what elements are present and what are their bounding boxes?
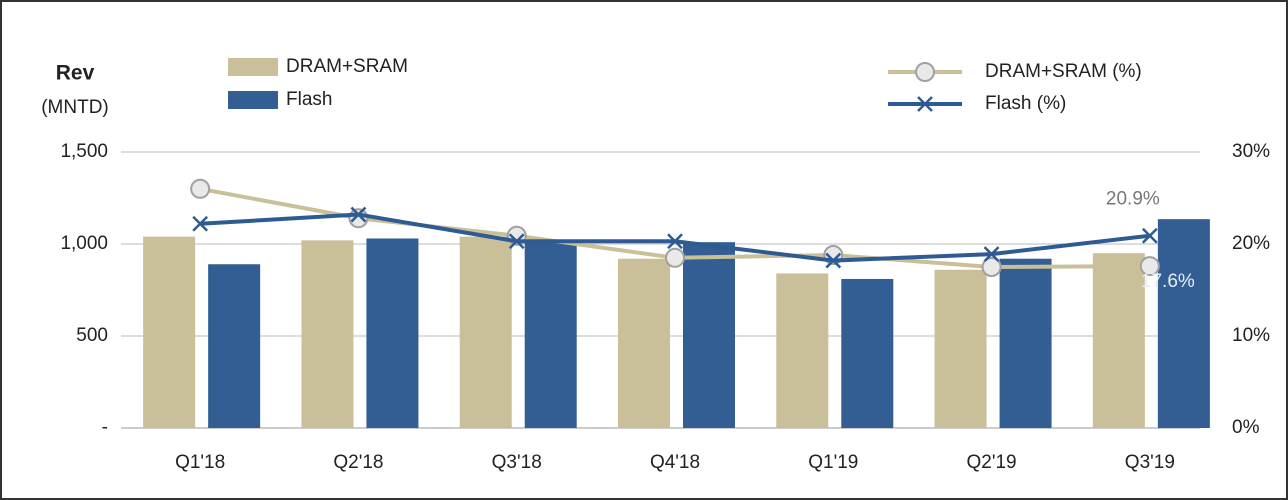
y2-tick-label: 10% bbox=[1232, 325, 1270, 346]
bar bbox=[524, 240, 577, 428]
y-tick-label: - bbox=[102, 417, 108, 438]
y2-tick-label: 0% bbox=[1232, 417, 1260, 438]
data-label: 17.6% bbox=[1141, 271, 1195, 292]
bar bbox=[841, 278, 894, 428]
legend-marker bbox=[915, 62, 935, 82]
legend-label: DRAM+SRAM bbox=[286, 56, 408, 77]
x-tick-label: Q3'18 bbox=[492, 452, 542, 473]
marker bbox=[190, 178, 211, 199]
marker bbox=[192, 215, 209, 232]
bar bbox=[999, 258, 1052, 428]
marker bbox=[508, 233, 525, 250]
x-tick-label: Q4'18 bbox=[650, 452, 700, 473]
bar bbox=[208, 264, 261, 428]
bar bbox=[683, 242, 735, 428]
marker bbox=[350, 206, 367, 223]
y-tick-label: 500 bbox=[76, 325, 108, 346]
marker bbox=[667, 233, 683, 250]
y2-tick-label: 30% bbox=[1232, 141, 1270, 162]
x-tick-label: Q2'19 bbox=[967, 452, 1017, 473]
legend-swatch bbox=[228, 91, 278, 109]
legend-swatch bbox=[228, 58, 278, 76]
legend-label: Flash (%) bbox=[985, 93, 1066, 114]
legend-marker bbox=[917, 96, 933, 112]
bar bbox=[143, 236, 196, 428]
marker bbox=[981, 257, 1002, 277]
y-axis-title: Rev bbox=[56, 62, 95, 85]
marker bbox=[983, 246, 1000, 263]
marker bbox=[1141, 227, 1158, 244]
marker bbox=[348, 208, 369, 229]
y-axis-unit: (MNTD) bbox=[41, 97, 109, 118]
x-tick-label: Q1'19 bbox=[808, 452, 858, 473]
legend-label: DRAM+SRAM (%) bbox=[985, 61, 1142, 82]
marker bbox=[665, 247, 685, 268]
y-tick-label: 1,000 bbox=[60, 233, 108, 254]
bar bbox=[1157, 219, 1210, 428]
bar bbox=[776, 273, 829, 428]
bar bbox=[459, 236, 512, 428]
legend-label: Flash bbox=[286, 89, 332, 110]
x-tick-label: Q2'18 bbox=[333, 452, 383, 473]
bar bbox=[1092, 253, 1145, 428]
bar bbox=[366, 238, 419, 428]
bar bbox=[934, 269, 987, 428]
x-tick-label: Q1'18 bbox=[175, 452, 225, 473]
y2-tick-label: 20% bbox=[1232, 233, 1270, 254]
bar bbox=[618, 258, 670, 428]
bar bbox=[301, 240, 354, 428]
marker bbox=[1139, 256, 1160, 277]
y-tick-label: 1,500 bbox=[60, 141, 108, 162]
marker bbox=[825, 252, 842, 269]
data-label: 20.9% bbox=[1106, 189, 1160, 210]
x-tick-label: Q3'19 bbox=[1125, 452, 1175, 473]
